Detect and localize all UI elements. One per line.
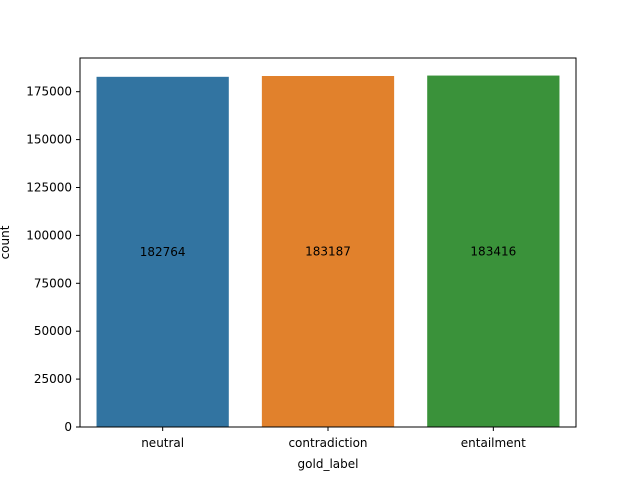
data-label-entailment: 183416 — [470, 244, 516, 258]
y-tick-label: 125000 — [26, 180, 72, 194]
bar-entailment — [427, 75, 560, 428]
x-axis-label: gold_label — [298, 457, 359, 471]
y-tick-label: 150000 — [26, 133, 72, 147]
y-axis-label: count — [0, 225, 12, 259]
y-tick-label: 50000 — [34, 324, 72, 338]
y-tick-label: 100000 — [26, 228, 72, 242]
y-tick-label: 25000 — [34, 372, 72, 386]
x-tick-label-contradiction: contradiction — [288, 436, 367, 450]
y-tick-label: 75000 — [34, 276, 72, 290]
bar-neutral — [96, 76, 229, 427]
data-label-neutral: 182764 — [140, 245, 186, 259]
x-tick-label-entailment: entailment — [461, 436, 526, 450]
bar-contradiction — [261, 76, 395, 428]
x-axis-ticks: neutral contradiction entailment — [141, 427, 526, 450]
y-tick-label: 0 — [64, 420, 72, 434]
y-tick-label: 175000 — [26, 85, 72, 99]
x-tick-label-neutral: neutral — [141, 436, 184, 450]
data-label-contradiction: 183187 — [305, 245, 351, 259]
plot-frame — [79, 57, 577, 428]
bars-group — [96, 75, 560, 428]
data-labels-group: 182764 183187 183416 — [140, 244, 516, 259]
y-axis-ticks: 0 25000 50000 75000 100000 125000 150000 175000 — [26, 85, 80, 434]
